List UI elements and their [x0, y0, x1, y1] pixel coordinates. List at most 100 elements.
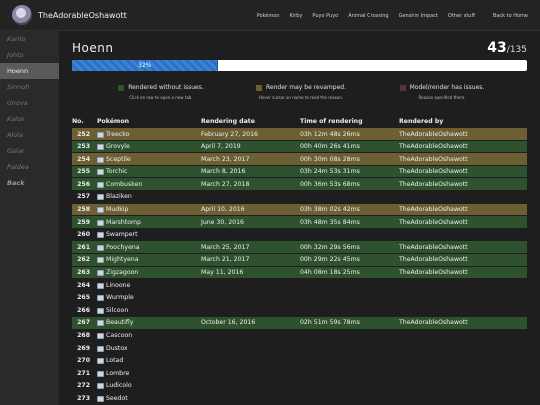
progress-fill — [72, 60, 218, 71]
table-row: 264 Linoone — [72, 279, 527, 292]
table-row[interactable]: 267 Beautifly October 16, 2016 02h 51m 59s … — [72, 316, 527, 330]
table-row[interactable]: 254 Sceptile March 23, 2017 00h 30m 08s 28m… — [72, 153, 527, 166]
pokemon-name: Zigzagoon — [106, 269, 139, 277]
sidebar: Kanto Johto Hoenn Sinnoh Unova Kalos Alo… — [0, 31, 59, 405]
rendered-by: TheAdorableOshawott — [399, 243, 468, 251]
pokemon-sprite-icon — [97, 295, 104, 302]
dex-number: 255 — [77, 168, 90, 176]
table-row: 270 Lotad — [72, 355, 527, 368]
legend-ok-hint: Click on row to open a new tab. — [129, 95, 193, 100]
top-navbar: TheAdorableOshawott Pokémon Kirby Puyo P… — [0, 0, 540, 31]
pokemon-name: Marshtomp — [106, 218, 141, 226]
table-row[interactable]: 256 Combusken March 27, 2018 00h 36m 53s 68… — [72, 178, 527, 191]
col-time: Time of rendering — [300, 118, 363, 125]
nav-item-pokemon[interactable]: Pokémon — [256, 12, 280, 19]
table-row[interactable]: 253 Grovyle April 7, 2019 00h 40m 26s 41ms T… — [72, 140, 527, 154]
rendered-by: TheAdorableOshawott — [399, 319, 468, 327]
pokemon-sprite-icon — [97, 358, 104, 365]
table-row: 271 Lombre — [72, 367, 527, 380]
count-done: 43 — [487, 40, 507, 56]
rendering-date: March 25, 2017 — [201, 243, 250, 251]
legend-ok: Rendered without issues. Click on row to… — [96, 84, 226, 100]
rendered-by: TheAdorableOshawott — [399, 269, 468, 277]
page-title: Hoenn — [72, 41, 114, 55]
rendering-date: May 11, 2016 — [201, 269, 244, 277]
dex-number: 267 — [77, 319, 90, 327]
rendered-by: TheAdorableOshawott — [399, 155, 468, 163]
table-row[interactable]: 258 Mudkip April 10, 2016 03h 38m 02s 42ms T… — [72, 203, 527, 217]
pokemon-sprite-icon — [97, 144, 104, 151]
nav-item-animal-crossing[interactable]: Animal Crossing — [348, 12, 389, 19]
sidebar-item-kanto[interactable]: Kanto — [7, 35, 26, 43]
rendering-time: 03h 24m 53s 31ms — [300, 168, 360, 176]
dex-number: 266 — [77, 306, 90, 314]
pokemon-sprite-icon — [97, 307, 104, 314]
sidebar-item-galar[interactable]: Galar — [7, 147, 25, 155]
pokemon-name: Blaziken — [106, 193, 132, 201]
table-row: 272 Ludicolo — [72, 380, 527, 393]
pokemon-name: Seedot — [106, 394, 128, 402]
pokemon-name: Silcoon — [106, 306, 129, 314]
nav-menu: Pokémon Kirby Puyo Puyo Animal Crossing … — [257, 0, 540, 31]
pokemon-sprite-icon — [97, 383, 104, 390]
nav-item-genshin-impact[interactable]: Genshin Impact — [398, 12, 438, 19]
legend-issue-label: Model/render has issues. — [409, 84, 485, 91]
pokemon-name: Treecko — [106, 130, 130, 138]
rendered-by: TheAdorableOshawott — [399, 180, 468, 188]
legend-warn-hint: Hover cursor on name to read the reason. — [258, 95, 344, 100]
sidebar-item-hoenn[interactable]: Hoenn — [0, 63, 59, 79]
rendering-time: 02h 51m 59s 78ms — [300, 319, 360, 327]
table-row[interactable]: 261 Poochyena March 25, 2017 00h 32m 29s 56… — [72, 241, 527, 254]
dex-number: 252 — [77, 130, 90, 138]
dex-number: 258 — [77, 206, 90, 214]
table-row[interactable]: 252 Treecko February 27, 2016 03h 12m 48s 2… — [72, 128, 527, 141]
dex-number: 259 — [77, 218, 90, 226]
table-row[interactable]: 255 Torchic March 8, 2016 03h 24m 53s 31ms T… — [72, 165, 527, 179]
pokemon-name: Linoone — [106, 281, 131, 289]
rendering-time: 00h 36m 53s 68ms — [300, 180, 360, 188]
pokemon-sprite-icon — [97, 257, 104, 264]
pokemon-sprite-icon — [97, 345, 104, 352]
pokemon-sprite-icon — [97, 131, 104, 138]
pokemon-name: Beautifly — [106, 319, 134, 327]
pokemon-sprite-icon — [97, 232, 104, 239]
pokemon-sprite-icon — [97, 181, 104, 188]
rendered-by: TheAdorableOshawott — [399, 130, 468, 138]
pokemon-name: Poochyena — [106, 243, 140, 251]
rendered-by: TheAdorableOshawott — [399, 218, 468, 226]
sidebar-item-alola[interactable]: Alola — [7, 131, 24, 139]
rendered-by: TheAdorableOshawott — [399, 143, 468, 151]
pokemon-sprite-icon — [97, 370, 104, 377]
dex-number: 261 — [77, 243, 90, 251]
legend-warn-swatch — [256, 84, 263, 91]
pokemon-name: Cascoon — [106, 332, 133, 339]
back-to-home-link[interactable]: Back to Home — [492, 12, 528, 19]
table-row[interactable]: 263 Zigzagoon May 11, 2016 04h 08m 18s 25ms… — [72, 266, 527, 280]
sidebar-item-sinnoh[interactable]: Sinnoh — [7, 83, 30, 91]
nav-item-other-stuff[interactable]: Other stuff — [447, 12, 475, 19]
pokemon-name: Swampert — [106, 231, 138, 239]
table-row: 260 Swampert — [72, 229, 527, 242]
dex-number: 268 — [77, 332, 90, 339]
rendering-time: 03h 38m 02s 42ms — [300, 206, 360, 214]
table-row[interactable]: 259 Marshtomp June 30, 2016 03h 48m 35s 84m… — [72, 216, 527, 229]
table-row[interactable]: 262 Mightyena March 21, 2017 00h 29m 22s 45… — [72, 253, 527, 267]
sidebar-item-kalos[interactable]: Kalos — [7, 115, 25, 123]
avatar[interactable] — [12, 5, 32, 25]
pokemon-name: Grovyle — [106, 143, 130, 151]
legend-ok-label: Rendered without issues. — [128, 84, 204, 91]
dex-number: 273 — [77, 394, 90, 402]
rendering-time: 00h 30m 08s 28ms — [300, 155, 360, 163]
sidebar-item-unova[interactable]: Unova — [7, 99, 28, 107]
nav-item-puyo-puyo[interactable]: Puyo Puyo — [312, 12, 339, 19]
legend-warn-label: Render may be revamped. — [266, 84, 346, 91]
pokemon-name: Mightyena — [106, 256, 139, 264]
sidebar-item-back[interactable]: Back — [7, 179, 25, 187]
progress-bar: 32% — [72, 60, 527, 71]
sidebar-item-johto[interactable]: Johto — [7, 51, 24, 59]
nav-item-kirby[interactable]: Kirby — [289, 12, 303, 19]
pokemon-sprite-icon — [97, 244, 104, 251]
rendering-time: 00h 29m 22s 45ms — [300, 256, 360, 264]
site-name[interactable]: TheAdorableOshawott — [38, 10, 127, 20]
sidebar-item-paldea[interactable]: Paldea — [7, 163, 29, 171]
